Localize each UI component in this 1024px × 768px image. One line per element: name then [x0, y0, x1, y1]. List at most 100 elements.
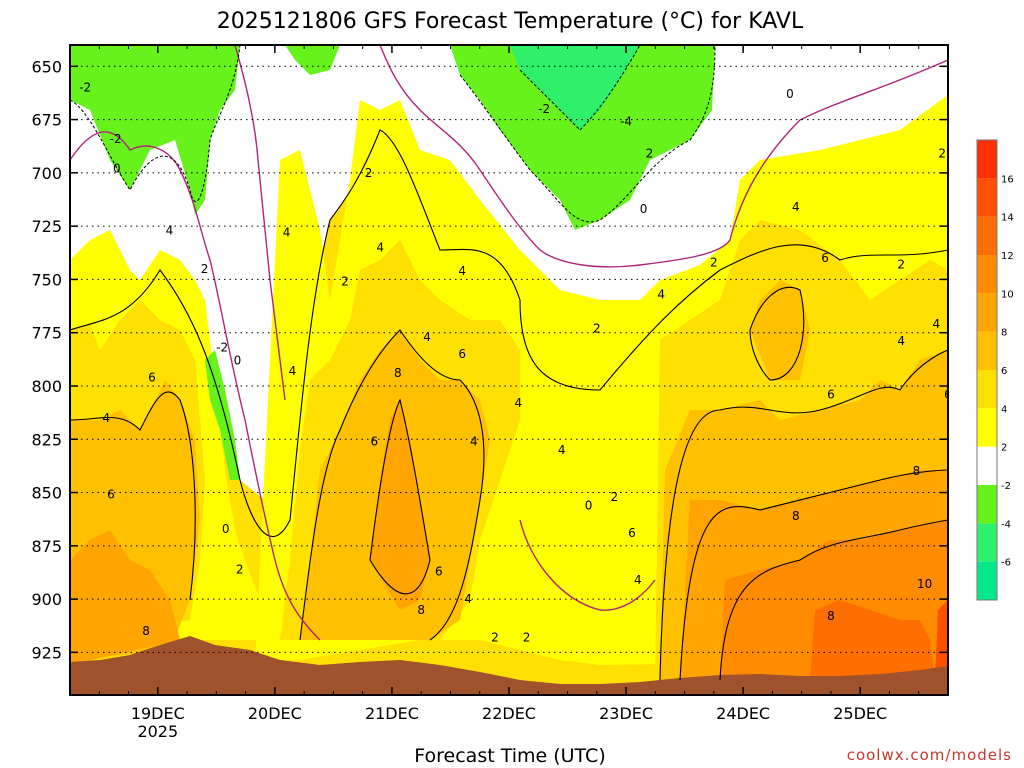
colorbar-frame [976, 139, 998, 601]
y-tick-label: 700 [31, 164, 62, 183]
x-tick-label: 20DEC [248, 704, 302, 723]
y-tick-label: 675 [31, 111, 62, 130]
contour-label: 0 [585, 498, 593, 512]
contour-label: 6 [435, 564, 443, 578]
x-tick-label: 24DEC [716, 704, 770, 723]
contour-label: 2 [523, 630, 531, 644]
contour-label: -2 [110, 132, 122, 146]
contour-label: -2 [216, 341, 228, 355]
plot-area: -2 -2 0 4 2 -2 0 4 6 6 0 2 8 4 2 4 2 4 6 8 4 6 4 4 6 8 4 2 4 4 0 2 6 4 2 2 4… [70, 45, 952, 695]
contour-label: 6 [107, 488, 115, 502]
contour-label: 4 [634, 573, 642, 587]
colorbar-swatch [977, 408, 997, 447]
freezing-lines [70, 45, 948, 641]
y-tick-label: 775 [31, 324, 62, 343]
contour-label: 0 [234, 353, 242, 367]
colorbar-label: -6 [1001, 558, 1011, 569]
cold-dashed-lines [70, 45, 716, 223]
contour-label: 6 [371, 434, 379, 448]
contour-label: 2 [236, 562, 244, 576]
contour-label: 0 [113, 162, 121, 176]
contour-label: 4 [897, 334, 905, 348]
contour-labels: -2 -2 0 4 2 -2 0 4 6 6 0 2 8 4 2 4 2 4 6 8 4 6 4 4 6 8 4 2 4 4 0 2 6 4 2 2 4… [79, 81, 952, 645]
fill-12to14 [810, 600, 935, 680]
y-tick-label: 800 [31, 377, 62, 396]
colorbar-swatch [977, 216, 997, 255]
x-tick-sublabel: 2025 [137, 722, 178, 741]
contour-label: 6 [827, 388, 835, 402]
colorbar-swatch [977, 370, 997, 409]
contour-label: 8 [394, 366, 402, 380]
contour-label: 2 [611, 490, 619, 504]
contour-label: 0 [786, 87, 794, 101]
contour-label: 6 [944, 388, 952, 402]
contour-label: 2 [710, 255, 718, 269]
x-tick-label: 21DEC [365, 704, 419, 723]
contour-label: -4 [620, 115, 632, 129]
colorbar-label: 14 [1001, 213, 1014, 224]
contour-label: 4 [558, 443, 566, 457]
contour-label: -2 [538, 102, 550, 116]
contour-label: 2 [491, 630, 499, 644]
fill-6to8-d [750, 280, 810, 380]
contour-label: 8 [792, 509, 800, 523]
contour-label: 6 [628, 526, 636, 540]
contour-label: 2 [593, 321, 601, 335]
contour-label: 4 [464, 592, 472, 606]
x-tick-label: 22DEC [482, 704, 536, 723]
colorbar-label: 4 [1001, 404, 1007, 415]
contour-label: 6 [458, 347, 466, 361]
fill-cold-top3 [510, 45, 640, 130]
colorbar-swatch [977, 293, 997, 332]
contour-label: 4 [515, 396, 523, 410]
colorbar-label: 8 [1001, 328, 1007, 339]
contour-label: 2 [341, 275, 349, 289]
fill-cold-left-low [205, 350, 240, 480]
contour-lines [70, 129, 948, 681]
colorbar-swatch [977, 561, 997, 600]
contour-label: 4 [283, 226, 291, 240]
contour-label: 4 [470, 434, 478, 448]
contour-label: 4 [166, 223, 174, 237]
colorbar-swatch [977, 255, 997, 294]
colorbar-swatch [977, 523, 997, 562]
contour-label: 4 [289, 364, 297, 378]
contour-label: 10 [917, 577, 932, 591]
y-tick-label: 850 [31, 484, 62, 503]
contour-label: 8 [142, 624, 150, 638]
contour-label: 2 [897, 258, 905, 272]
fill-14to16 [935, 600, 948, 680]
contour-label: 4 [423, 330, 431, 344]
colorbar-swatch [977, 178, 997, 217]
colorbar-swatch [977, 485, 997, 524]
colorbar-swatch [977, 331, 997, 370]
contour-label: -2 [79, 81, 91, 95]
colorbar-label: 16 [1001, 174, 1014, 185]
colorbar-label: 2 [1001, 443, 1007, 454]
fill-8to10-b [370, 400, 430, 610]
colorbar-label: -2 [1001, 481, 1011, 492]
fill-cold-top2 [450, 45, 715, 230]
y-tick-label: 900 [31, 590, 62, 609]
colorbar-label: 10 [1001, 289, 1014, 300]
fill-8to10 [70, 530, 180, 665]
contour-label: 6 [148, 370, 156, 384]
contour-label: 0 [222, 522, 230, 536]
contour-label: 2 [365, 166, 373, 180]
colorbar-label: 12 [1001, 251, 1014, 262]
contour-label: 0 [640, 202, 648, 216]
contour-label: 8 [913, 464, 921, 478]
contour-label: 2 [938, 147, 946, 161]
colorbar: -6 -4 -2 2 4 6 8 10 12 14 16 [976, 139, 1014, 601]
colorbar-label: -4 [1001, 519, 1011, 530]
y-tick-label: 650 [31, 57, 62, 76]
contour-label: 4 [458, 264, 466, 278]
x-axis-title: Forecast Time (UTC) [414, 745, 605, 767]
colorbar-swatch [977, 446, 997, 485]
x-tick-label: 25DEC [833, 704, 887, 723]
x-tick-label: 23DEC [599, 704, 653, 723]
watermark: coolwx.com/models [847, 746, 1012, 764]
y-tick-label: 925 [31, 643, 62, 662]
